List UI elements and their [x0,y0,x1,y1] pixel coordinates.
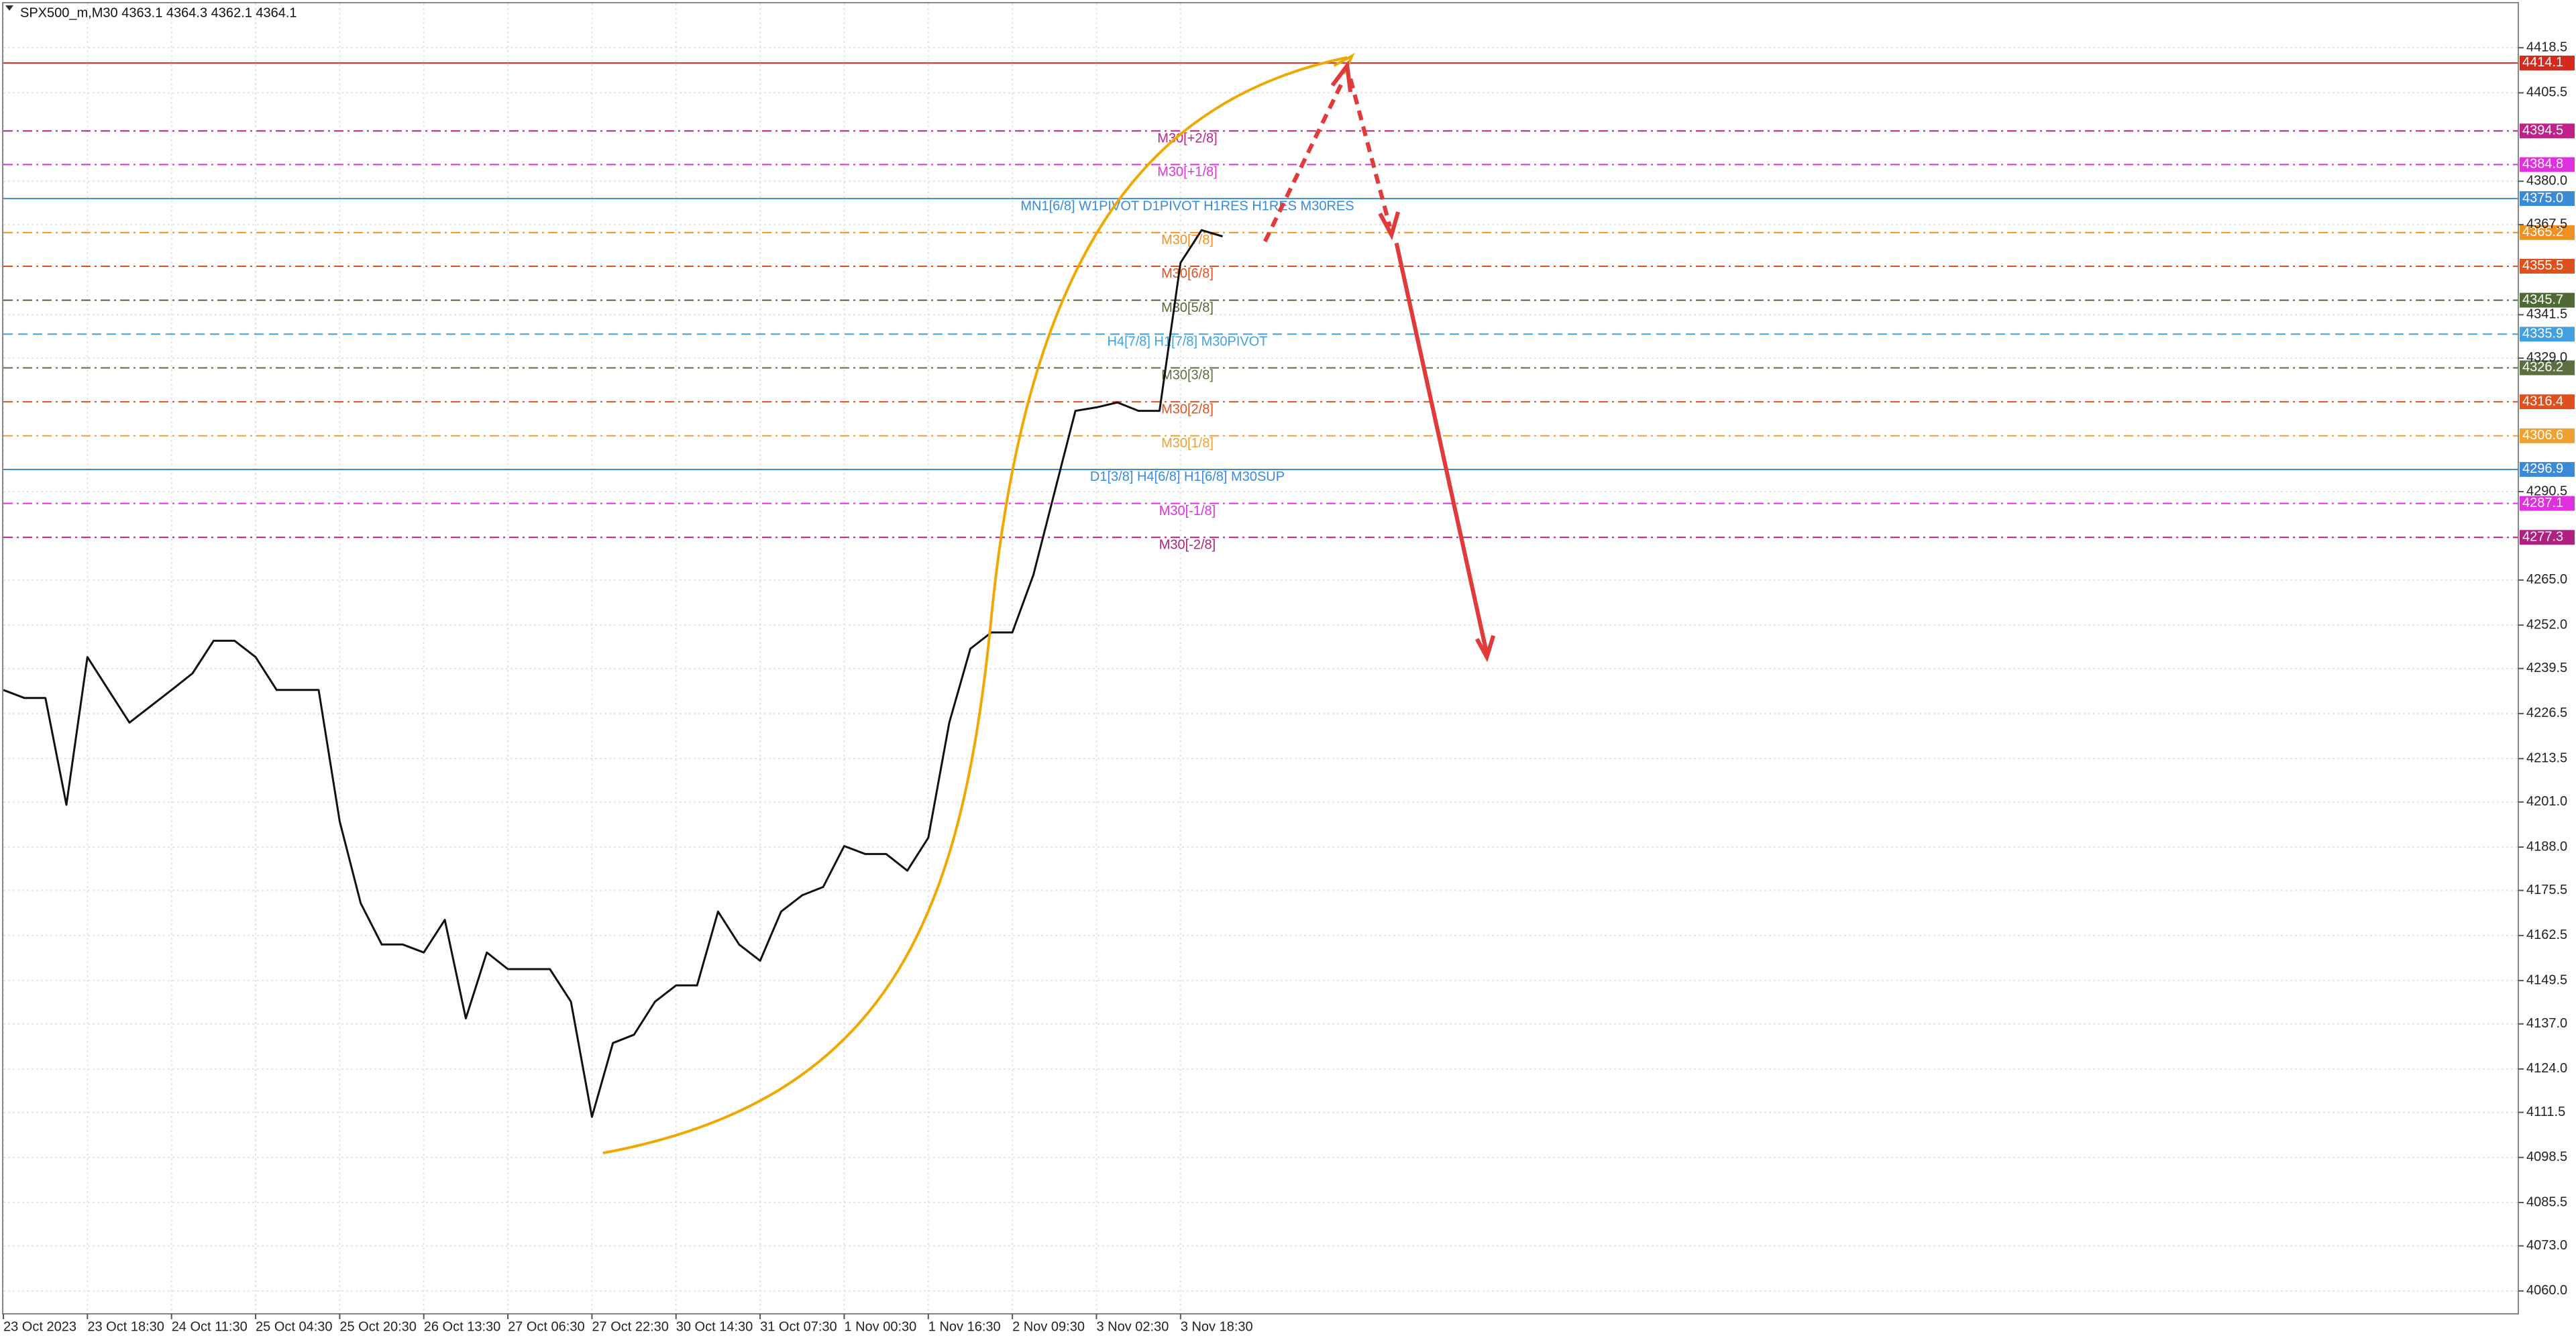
y-tick-label: 4175.5 [2526,883,2567,897]
x-tick-label: 30 Oct 14:30 [676,1319,753,1334]
level-tag-label: 4375.0 [2522,190,2563,205]
x-tick-label: 23 Oct 18:30 [87,1319,164,1334]
level-tag-label: 4394.5 [2522,123,2563,138]
level-tag-label: 4355.5 [2522,258,2563,273]
level-tag-label: 4414.1 [2522,55,2563,70]
y-tick-label: 4073.0 [2526,1238,2567,1253]
level-tag [2520,461,2575,477]
level-tag [2520,327,2575,342]
chart-title: SPX500_m,M30 4363.1 4364.3 4362.1 4364.1 [20,5,297,20]
y-tick-label: 4188.0 [2526,839,2567,854]
y-tick-label: 4405.5 [2526,85,2567,100]
x-tick-label: 31 Oct 07:30 [760,1319,837,1334]
y-tick-label: 4111.5 [2526,1105,2565,1119]
level-label: D1[3/8] H4[6/8] H1[6/8] M30SUP [1090,469,1285,484]
y-tick-label: 4162.5 [2526,928,2567,942]
level-tag [2520,191,2575,207]
y-tick-label: 4213.5 [2526,750,2567,765]
level-tag-label: 4287.1 [2522,496,2563,510]
level-label: M30[6/8] [1161,266,1214,281]
level-label: H4[7/8] H1[7/8] M30PIVOT [1108,335,1268,349]
y-tick-label: 4137.0 [2526,1016,2567,1031]
red-arrowhead-up [1330,60,1353,93]
level-tag [2520,55,2575,70]
level-tag [2520,157,2575,172]
level-label: M30[-1/8] [1159,504,1216,518]
level-tag-label: 4345.7 [2522,292,2563,307]
y-tick-label: 4226.5 [2526,706,2567,720]
y-tick-label: 4329.0 [2526,350,2567,365]
level-label: M30[3/8] [1161,368,1214,383]
level-label: M30[+1/8] [1157,165,1218,180]
level-tag [2520,496,2575,511]
level-tag-label: 4277.3 [2522,530,2563,545]
levels: 4414.1 4394.5 M30[+2/8] 4384.8 M30[+1/8] 4375… [3,55,2575,553]
grid [3,3,2518,1314]
series [3,229,1223,1118]
y-tick-label: 4367.5 [2526,217,2567,231]
level-tag [2520,292,2575,308]
y-tick-label: 4085.5 [2526,1194,2567,1209]
x-tick-label: 24 Oct 11:30 [172,1319,248,1334]
red-dashed-down [1348,78,1392,227]
menu-arrow [5,5,13,11]
y-tick-label: 4341.5 [2526,307,2567,322]
x-tick-label: 25 Oct 20:30 [339,1319,417,1334]
level-tag-label: 4335.9 [2522,327,2563,341]
x-tick-label: 23 Oct 2023 [3,1319,76,1334]
x-tick-label: 25 Oct 04:30 [256,1319,333,1334]
x-tick-label: 1 Nov 16:30 [928,1319,1001,1334]
y-tick-label: 4265.0 [2526,572,2567,587]
level-label: M30[+2/8] [1157,131,1218,146]
level-tag [2520,258,2575,274]
level-tag [2520,530,2575,545]
y-tick-label: 4098.5 [2526,1150,2567,1164]
level-tag-label: 4306.6 [2522,428,2563,443]
x-tick-label: 2 Nov 09:30 [1012,1319,1085,1334]
level-tag-label: 4316.4 [2522,394,2563,408]
plot-frame [2,2,2519,1315]
level-label: MN1[6/8] W1PIVOT D1PIVOT H1RES H1RES M30… [1020,199,1354,213]
y-tick-label: 4252.0 [2526,617,2567,632]
y-tick-label: 4290.5 [2526,484,2567,498]
annotations [602,52,1496,1155]
x-tick-label: 3 Nov 02:30 [1096,1319,1169,1334]
level-label: M30[7/8] [1161,233,1214,247]
level-tag-label: 4326.2 [2522,360,2563,375]
x-tick-label: 1 Nov 00:30 [844,1319,916,1334]
orange-curve [602,56,1348,1155]
level-label: M30[1/8] [1161,436,1214,451]
level-tag-label: 4384.8 [2522,157,2563,172]
x-tick-label: 27 Oct 22:30 [592,1319,669,1334]
price-line [3,229,1223,1118]
red-arrowhead [1474,634,1496,663]
red-arrow [1394,242,1489,655]
y-tick-label: 4201.0 [2526,794,2567,809]
level-label: M30[-2/8] [1159,538,1216,553]
level-tag [2520,360,2575,376]
level-tag-label: 4296.9 [2522,461,2563,476]
level-tag [2520,428,2575,443]
x-tick-label: 26 Oct 13:30 [424,1319,501,1334]
red-arrowhead-down [1378,211,1401,241]
x-tick-label: 3 Nov 18:30 [1181,1319,1253,1334]
y-tick-label: 4239.5 [2526,661,2567,675]
x-tick-label: 27 Oct 06:30 [508,1319,585,1334]
y-tick-label: 4124.0 [2526,1061,2567,1076]
level-label: M30[5/8] [1161,300,1214,315]
level-tag-label: 4365.2 [2522,225,2563,239]
y-tick-label: 4060.0 [2526,1283,2567,1298]
level-tag [2520,225,2575,240]
y-tick-label: 4149.5 [2526,972,2567,987]
level-label: M30[2/8] [1161,402,1214,416]
level-tag [2520,394,2575,410]
y-tick-label: 4380.0 [2526,174,2567,188]
level-tag [2520,123,2575,139]
y-tick-label: 4418.5 [2526,40,2567,54]
red-dashed-up [1263,78,1346,243]
